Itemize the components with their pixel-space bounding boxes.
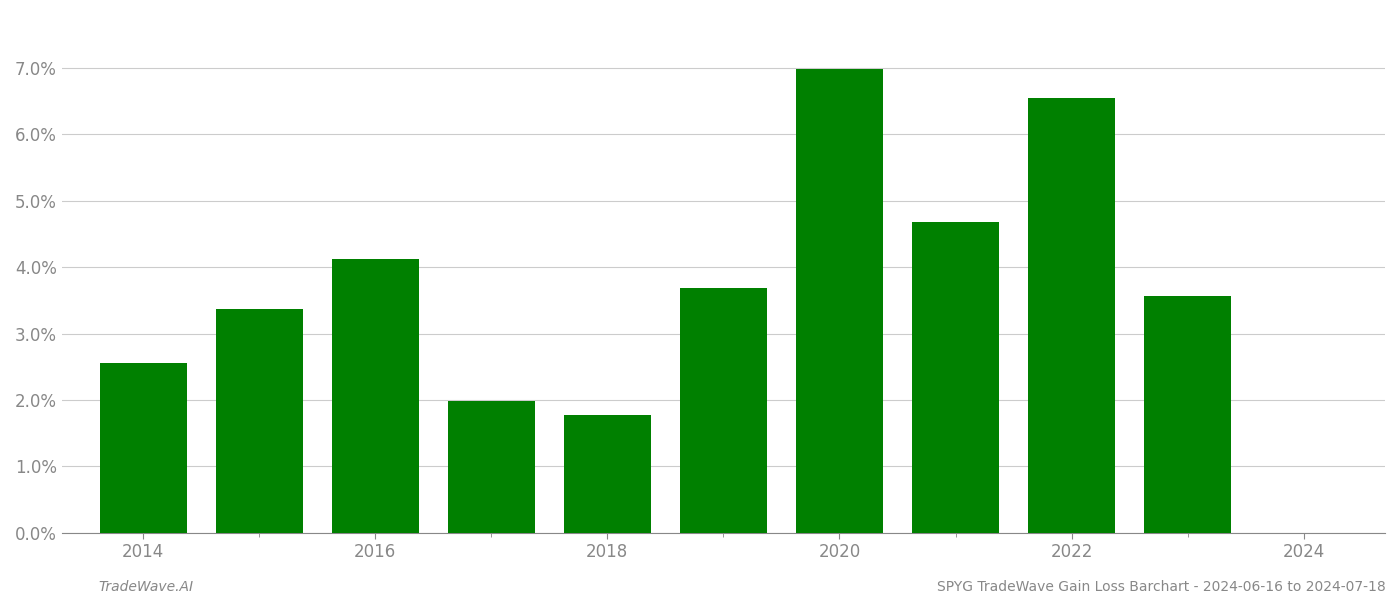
Bar bbox=[1144, 296, 1231, 533]
Bar bbox=[680, 289, 767, 533]
Bar bbox=[564, 415, 651, 533]
Bar bbox=[99, 364, 186, 533]
Text: TradeWave.AI: TradeWave.AI bbox=[98, 580, 193, 594]
Bar bbox=[1028, 98, 1116, 533]
Bar bbox=[332, 259, 419, 533]
Bar bbox=[797, 70, 883, 533]
Bar bbox=[911, 222, 1000, 533]
Bar bbox=[216, 309, 302, 533]
Bar bbox=[448, 401, 535, 533]
Text: SPYG TradeWave Gain Loss Barchart - 2024-06-16 to 2024-07-18: SPYG TradeWave Gain Loss Barchart - 2024… bbox=[937, 580, 1386, 594]
